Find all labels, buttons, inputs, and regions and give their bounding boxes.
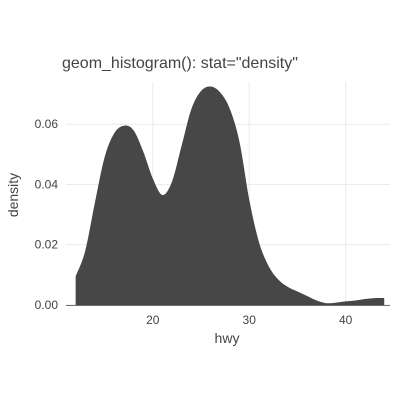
density-area (76, 86, 385, 305)
x-tick-label: 40 (339, 313, 353, 327)
x-tick-label: 20 (146, 313, 160, 327)
plot-area (76, 86, 385, 305)
x-tick-label: 30 (243, 313, 257, 327)
x-axis-label: hwy (215, 330, 240, 346)
y-axis-label: density (5, 173, 21, 217)
y-tick-label: 0.00 (35, 298, 59, 312)
y-tick-label: 0.02 (35, 238, 59, 252)
y-tick-label: 0.06 (35, 117, 59, 131)
y-tick-label: 0.04 (35, 177, 59, 191)
chart-title: geom_histogram(): stat="density" (62, 55, 298, 72)
